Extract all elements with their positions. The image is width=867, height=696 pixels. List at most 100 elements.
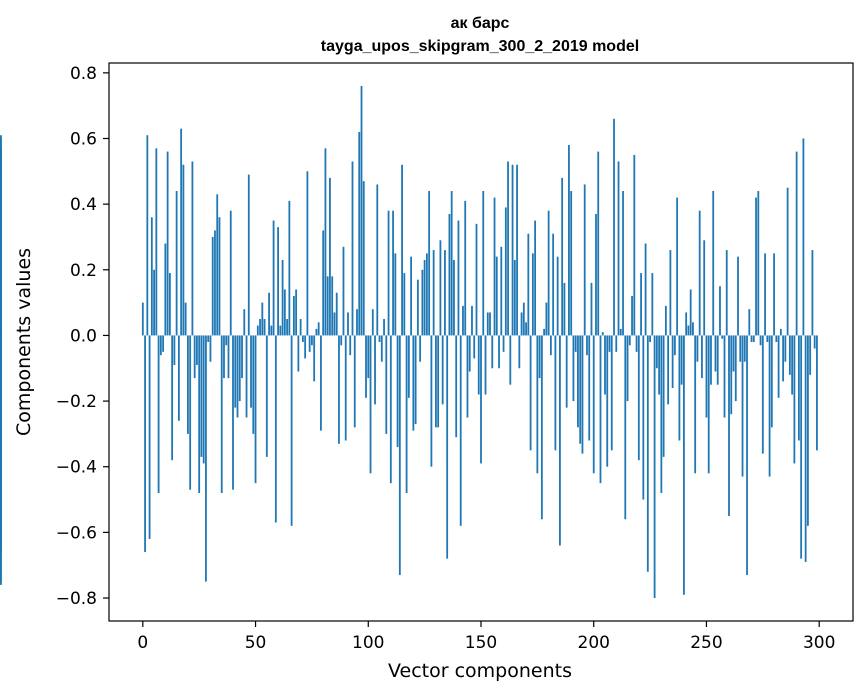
bar [518,335,521,369]
bar [610,335,613,451]
bar [719,286,721,336]
bar [380,335,383,362]
bar [498,335,500,369]
bar [793,335,796,464]
bar [254,335,257,484]
bar [270,325,273,336]
bar [283,289,286,336]
bar [428,191,431,336]
bar [164,243,167,336]
bar [669,250,672,336]
bar [619,328,622,336]
bar [256,325,259,336]
bar [529,335,532,451]
bar [500,246,503,336]
bar [696,335,699,362]
bar [396,335,399,448]
bar [698,210,701,336]
bar [193,335,196,379]
bar [459,335,462,526]
bar [223,335,225,379]
bar [642,335,645,500]
plot-frame [108,62,854,622]
bar [608,335,611,352]
y-tick-label: 0.6 [70,129,97,149]
bar [786,187,789,336]
bar [166,151,169,336]
bar [683,335,685,595]
bar [545,302,548,336]
bar [680,335,683,385]
bar [493,197,496,336]
bar [635,335,638,352]
bar [732,335,735,372]
bar [475,223,478,336]
bar [202,335,205,464]
bar [218,217,221,336]
bar [365,335,367,398]
bar [552,233,555,336]
bar [171,335,174,461]
bar [292,296,295,336]
bar [534,220,537,336]
bar [214,230,216,336]
y-tick-label: −0.4 [56,458,97,478]
y-tick-label: −0.2 [56,392,97,412]
bar [150,217,153,336]
bar [705,335,708,418]
bar [784,335,787,362]
bar [322,230,325,336]
bar [511,164,514,336]
bar [473,335,476,359]
bar [606,335,609,467]
bar [714,335,717,372]
bar [725,250,728,336]
bar [649,335,651,342]
bar [579,335,582,444]
bar [662,335,665,457]
bar [335,292,338,336]
bar [209,335,212,362]
bar [279,325,282,336]
y-tick-label: −0.8 [56,589,97,609]
bar [773,253,775,336]
y-axis-ticks: −0.8 −0.6 −0.4 −0.2 0.0 0.2 0.4 0.6 0.8 [56,64,109,609]
bar [180,128,183,336]
x-tick-label: 250 [690,633,722,653]
bar [162,335,165,352]
bar [313,335,316,382]
bar [701,335,703,379]
bar [746,335,748,576]
bar [741,335,744,477]
bar [622,191,624,336]
bar [597,151,600,336]
bar [225,335,228,346]
bar [306,171,309,336]
bar [809,335,812,375]
bar [351,161,354,336]
bar [782,335,785,382]
bar [144,335,146,553]
bar [484,335,487,395]
bar [764,253,766,336]
bar [468,335,471,372]
bar [604,335,606,395]
bar [692,322,694,336]
x-tick-label: 50 [245,633,267,653]
bar [205,335,207,582]
bar [728,335,730,516]
bar [568,145,570,336]
bar [671,335,674,388]
bar [516,164,518,336]
bar [308,335,311,352]
bar [317,322,320,336]
bar [410,256,413,336]
bar [590,282,593,336]
bar [297,335,300,372]
x-tick-label: 300 [803,633,835,653]
bar [252,335,255,434]
bar [689,289,692,336]
y-tick-label: 0.0 [70,326,97,346]
bar [220,335,223,493]
bar [595,213,597,336]
